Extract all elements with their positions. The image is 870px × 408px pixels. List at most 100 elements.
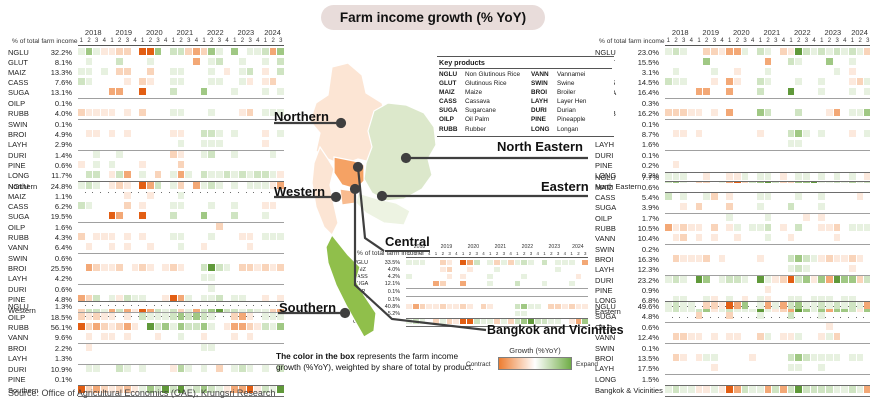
heatmap-cell [162,264,170,271]
heatmap-cell [568,311,575,317]
heatmap-cell [101,109,108,117]
heatmap-cell [116,171,124,179]
heatmap-cell [695,161,703,169]
heatmap-cell [841,58,849,66]
heatmap-cell [78,306,85,313]
heatmap-cell [548,267,555,273]
heatmap-cell [223,323,231,330]
heatmap-cell [139,171,147,179]
heatmap-cell [147,375,154,382]
heatmap-cell [672,265,680,272]
row-cells [78,109,285,118]
heatmap-cell [718,302,726,309]
heatmap-cell [688,68,695,76]
heatmap-cell [426,274,433,280]
heatmap-cell [672,296,680,303]
heatmap-cell [665,344,672,351]
product-code: BROI [595,354,614,363]
heatmap-cell [757,48,764,56]
key-product-code: VANN [531,71,549,78]
heatmap-cell [757,58,764,66]
heatmap-cell [185,243,193,250]
heatmap-cell [795,323,803,330]
product-code: LONG [595,296,617,305]
heatmap-cell [780,344,787,351]
product-code: PINE [8,161,26,170]
heatmap-cell [680,140,688,148]
heatmap-cell [108,151,116,159]
quarter-label: 1 [516,251,519,256]
heatmap-cell [262,223,269,230]
heatmap-cell [795,224,803,231]
product-code: SUGA [8,88,30,97]
heatmap-cell [757,68,764,76]
heatmap-cell [154,109,162,117]
heatmap-cell [101,354,108,361]
key-product-code: BROI [531,89,547,97]
heatmap-cell [108,306,116,313]
key-product-code: CASS [439,98,457,106]
heatmap-cell [78,386,85,393]
heatmap-cell [208,302,216,309]
heatmap-cell [749,58,757,66]
row-label: SWIN 0.6% [5,254,78,263]
row-label: MAIZ 0.6% [592,183,665,192]
heatmap-cell [277,202,285,209]
heatmap-cell [864,120,870,128]
heatmap-cell [856,386,864,393]
key-product-name: Cassava [465,98,490,106]
heatmap-cell [841,344,849,351]
heatmap-cell [810,276,818,283]
heatmap-cell [734,323,741,330]
heatmap-row-MAIZ: MAIZ 1.1% [5,192,285,201]
heatmap-cell [246,48,254,56]
heatmap-cell [170,202,177,209]
heatmap-cell [795,78,803,86]
heatmap-row-PINE: PINE 0.1% [5,375,285,384]
heatmap-cell [764,140,772,148]
heatmap-cell [433,274,439,280]
heatmap-row-LAYH: LAYH 2.9% [5,140,285,149]
heatmap-cell [856,344,864,351]
heatmap-cell [147,313,154,320]
row-cells [665,312,870,321]
heatmap-cell [162,254,170,261]
heatmap-cell [665,88,672,96]
heatmap-cell [826,109,833,117]
heatmap-cell [254,323,262,330]
heatmap-cell [757,265,764,272]
row-label: RUBB 4.0% [5,109,78,118]
heatmap-cell [795,354,803,361]
heatmap-cell [795,265,803,272]
heatmap-cell [772,183,780,190]
heatmap-cell [439,319,446,325]
heatmap-cell [500,319,507,325]
heatmap-cell [741,203,749,210]
heatmap-cell [695,183,703,190]
heatmap-cell [246,223,254,230]
heatmap-cell [864,183,870,190]
heatmap-cell [772,193,780,200]
heatmap-cell [131,295,139,302]
row-cells [665,344,870,353]
heatmap-cell [85,386,93,393]
heatmap-cell [680,307,688,314]
heatmap-cell [208,109,216,117]
heatmap-row-DURI: DURI 10.9% [5,365,285,374]
share-value: 1.4% [54,151,72,160]
heatmap-cell [841,48,849,56]
heatmap-cell [741,140,749,148]
heatmap-cell [718,99,726,107]
heatmap-cell [582,311,589,317]
heatmap-cell [170,375,177,382]
heatmap-cell [223,333,231,340]
heatmap-cell [116,375,124,382]
heatmap-cell [864,140,870,148]
heatmap-cell [277,233,285,240]
row-cells [78,120,285,129]
heatmap-cell [147,78,154,86]
heatmap-cell [101,68,108,76]
heatmap-cell [803,68,810,76]
product-code: Southern [8,386,39,395]
heatmap-cell [749,183,757,190]
